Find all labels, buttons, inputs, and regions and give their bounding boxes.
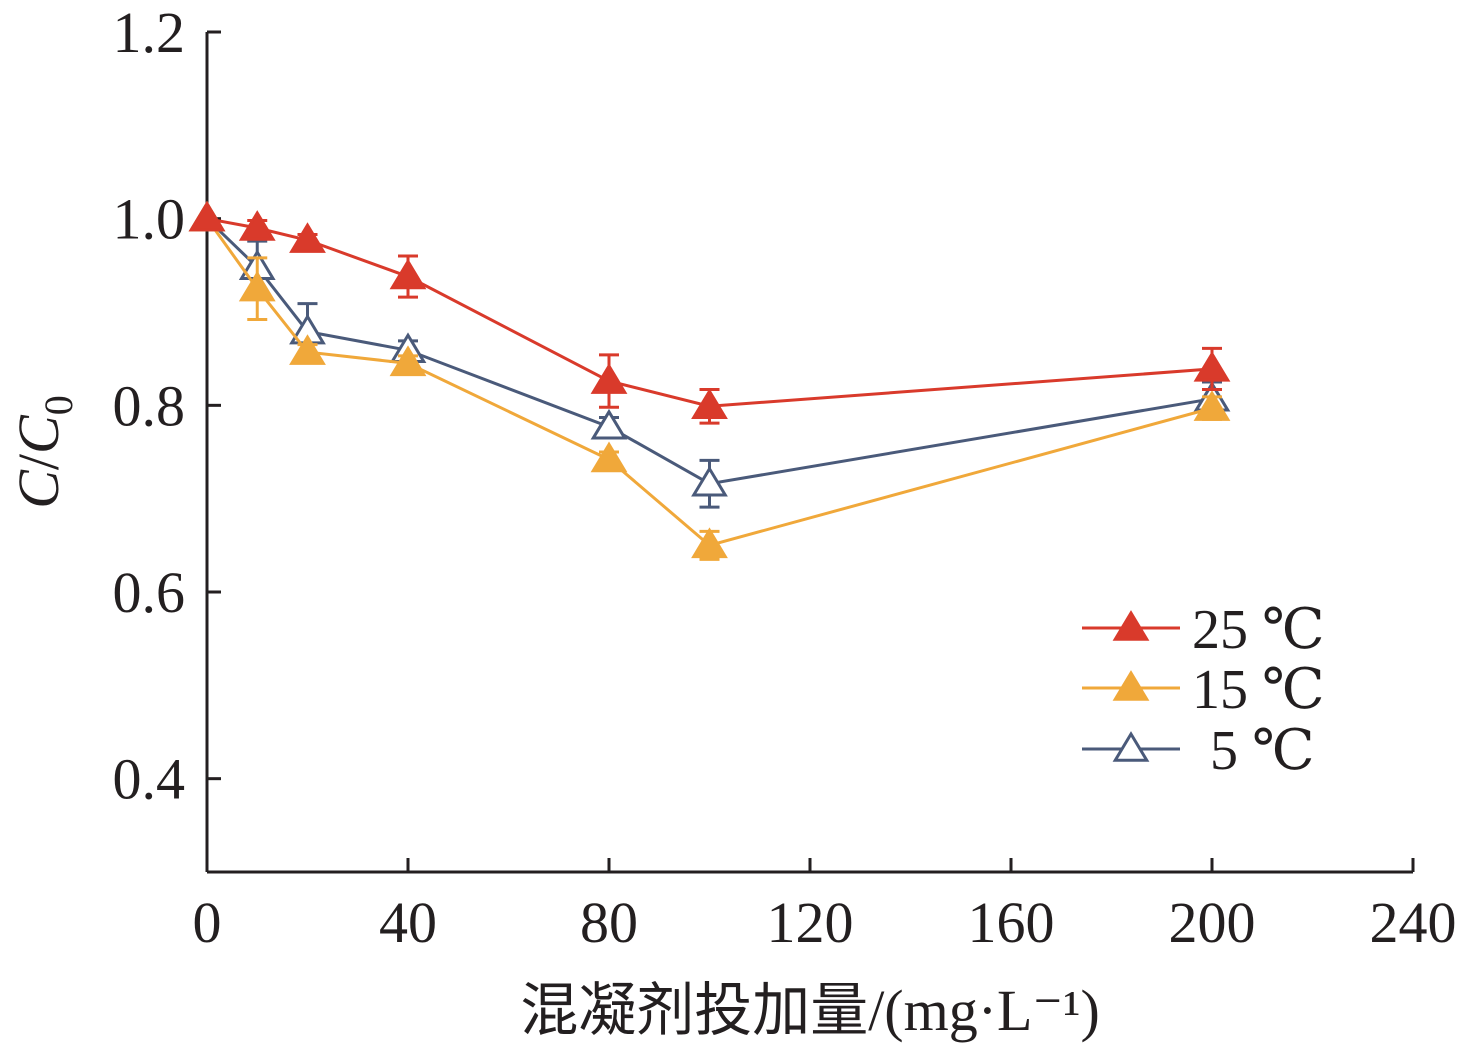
series-1 xyxy=(188,200,1231,561)
data-point xyxy=(238,210,276,241)
data-point xyxy=(238,270,276,302)
data-point xyxy=(188,200,226,232)
legend-item: 15 ℃ xyxy=(1082,659,1325,721)
legend-item: 5 ℃ xyxy=(1082,720,1315,782)
data-point xyxy=(590,441,628,473)
data-point xyxy=(590,408,628,440)
x-tick-label: 80 xyxy=(580,890,638,955)
data-point xyxy=(1193,390,1231,421)
legend-marker xyxy=(1112,670,1150,701)
legend-label: 15 ℃ xyxy=(1192,659,1325,721)
y-tick-label: 1.0 xyxy=(113,187,186,252)
y-axis-title-subscript: 0 xyxy=(36,395,81,415)
x-axis-title: 混凝剂投加量/(mg·L⁻¹) xyxy=(520,978,1100,1043)
x-tick-label: 200 xyxy=(1169,890,1256,955)
x-tick-label: 160 xyxy=(968,890,1055,955)
data-point xyxy=(1193,351,1231,382)
legend-marker xyxy=(1112,610,1150,641)
legend-marker xyxy=(1112,731,1150,762)
data-point xyxy=(289,334,326,365)
data-point xyxy=(289,222,326,253)
legend-label: 25 ℃ xyxy=(1192,599,1325,661)
y-tick-label: 0.4 xyxy=(113,747,186,812)
data-point xyxy=(590,363,628,394)
y-axis-title: C/C0 xyxy=(6,395,81,509)
data-point xyxy=(389,258,427,290)
data-point xyxy=(691,388,728,420)
x-tick-label: 120 xyxy=(767,890,854,955)
y-axis-title-c0: C xyxy=(6,414,71,454)
legend-label: 5 ℃ xyxy=(1210,720,1315,782)
y-tick-label: 0.8 xyxy=(113,373,186,438)
data-point xyxy=(691,527,728,559)
series-line xyxy=(206,217,1213,408)
x-tick-label: 240 xyxy=(1370,890,1457,955)
y-axis-title-c: C xyxy=(6,469,71,509)
data-point xyxy=(691,465,728,497)
y-tick-label: 1.2 xyxy=(113,0,186,65)
series-0 xyxy=(188,200,1231,425)
x-tick-label: 40 xyxy=(379,890,437,955)
y-tick-label: 0.6 xyxy=(113,560,186,625)
legend-item: 25 ℃ xyxy=(1082,599,1325,661)
data-point xyxy=(389,345,427,377)
y-axis-title-slash: / xyxy=(6,453,71,470)
x-tick-label: 0 xyxy=(193,890,222,955)
